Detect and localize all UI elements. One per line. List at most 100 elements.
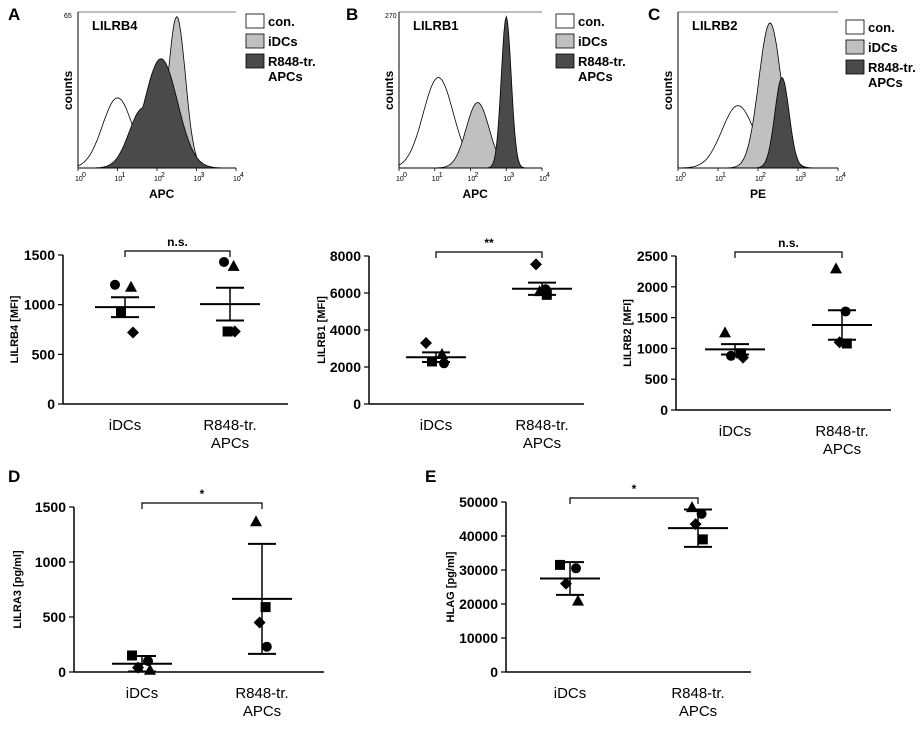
category-label: R848-tr. bbox=[203, 417, 256, 434]
hist-xtick-exp: 2 bbox=[475, 172, 479, 179]
y-tick-label: 2000 bbox=[637, 279, 668, 295]
legend-entry: APCs bbox=[268, 69, 303, 84]
legend-entry: R848-tr. bbox=[268, 54, 316, 69]
data-point-triangle bbox=[830, 262, 842, 274]
significance-bracket bbox=[124, 250, 231, 257]
hist-xtick-exp: 2 bbox=[762, 172, 766, 179]
data-point-square bbox=[555, 559, 565, 570]
legend-swatch bbox=[245, 13, 265, 29]
hist-xtick-base: 10 bbox=[154, 176, 162, 183]
category-label: iDCs bbox=[109, 417, 142, 434]
hist-xtick-exp: 4 bbox=[842, 172, 846, 179]
significance-label: * bbox=[632, 482, 637, 496]
data-point-diamond bbox=[530, 258, 542, 271]
data-point-diamond bbox=[127, 326, 139, 339]
hist-series-idcs bbox=[678, 22, 838, 169]
hist-xtick-base: 10 bbox=[115, 176, 123, 183]
hist-xlabel: APC bbox=[149, 187, 175, 201]
hist-xtick-base: 10 bbox=[503, 176, 511, 183]
category-label: R848-tr. bbox=[515, 417, 568, 434]
hist-xtick-base: 10 bbox=[396, 176, 404, 183]
data-point-circle bbox=[439, 358, 449, 369]
hist-ylabel: counts bbox=[61, 70, 75, 110]
hist-xtick-exp: 0 bbox=[682, 172, 686, 179]
y-tick-label: 6000 bbox=[330, 285, 361, 301]
legend-swatch bbox=[245, 53, 265, 69]
significance-label: n.s. bbox=[167, 235, 188, 249]
category-label: R848-tr. bbox=[671, 685, 724, 702]
category-label: APCs bbox=[823, 441, 861, 458]
hist-xtick-base: 10 bbox=[755, 176, 763, 183]
significance-bracket bbox=[435, 251, 543, 258]
category-label: iDCs bbox=[126, 685, 159, 702]
panel-label: C bbox=[648, 5, 660, 24]
hist-xtick-exp: 0 bbox=[403, 172, 407, 179]
y-tick-label: 1000 bbox=[637, 340, 668, 356]
legend-swatch bbox=[555, 53, 575, 69]
data-point-diamond bbox=[253, 616, 266, 629]
legend-entry: con. bbox=[578, 14, 605, 29]
hist-xtick-base: 10 bbox=[675, 176, 683, 183]
hist-xtick-exp: 1 bbox=[722, 172, 726, 179]
hist-ylabel: counts bbox=[382, 70, 396, 110]
y-tick-label: 0 bbox=[660, 402, 668, 418]
hist-xtick-exp: 1 bbox=[122, 172, 126, 179]
legend-entry: APCs bbox=[868, 75, 903, 90]
data-point-diamond bbox=[228, 325, 241, 338]
y-tick-label: 0 bbox=[490, 664, 498, 680]
hist-xtick-exp: 3 bbox=[201, 172, 205, 179]
panel-label: E bbox=[425, 467, 436, 486]
y-tick-label: 500 bbox=[43, 609, 67, 625]
hist-title: LILRB1 bbox=[413, 18, 459, 33]
data-point-circle bbox=[696, 508, 707, 519]
y-tick-label: 0 bbox=[47, 396, 55, 412]
hist-legend: con. iDCs R848-tr.APCs bbox=[245, 13, 316, 84]
histogram-panel-A: ALILRB465countsAPC100101102103104con.iDC… bbox=[8, 5, 316, 201]
significance-bracket bbox=[141, 502, 263, 509]
data-point-circle bbox=[726, 350, 736, 361]
hist-title: LILRB4 bbox=[92, 18, 138, 33]
data-point-diamond bbox=[420, 336, 432, 349]
hist-xtick-base: 10 bbox=[468, 176, 476, 183]
histogram-panel-B: BLILRB1270countsAPC100101102103104con.iD… bbox=[346, 5, 626, 201]
hist-xtick-exp: 4 bbox=[240, 172, 244, 179]
hist-ymax-label: 65 bbox=[64, 13, 72, 20]
hist-xtick-base: 10 bbox=[539, 176, 547, 183]
y-axis-label: LILRB2 [MFI] bbox=[622, 299, 634, 367]
category-label: R848-tr. bbox=[235, 685, 288, 702]
dotplot-panel-A-0: 0 500 1000 1500 LILRB4 [MFI] iDCs R848-tr.APCs… bbox=[9, 235, 288, 452]
category-label: iDCs bbox=[420, 417, 453, 434]
category-label: APCs bbox=[523, 435, 561, 452]
hist-xtick-exp: 3 bbox=[510, 172, 514, 179]
hist-xtick-exp: 3 bbox=[802, 172, 806, 179]
data-point-square bbox=[222, 326, 233, 337]
y-tick-label: 2000 bbox=[330, 359, 361, 375]
legend-entry: iDCs bbox=[868, 40, 898, 55]
dotplot-panel-C-2: 0 500 1000 1500 2000 2500 LILRB2 [MFI] iDCs R848… bbox=[622, 236, 891, 458]
category-label: iDCs bbox=[719, 423, 752, 440]
legend-entry: R848-tr. bbox=[868, 60, 916, 75]
hist-title: LILRB2 bbox=[692, 18, 738, 33]
y-tick-label: 1500 bbox=[24, 247, 55, 263]
data-point-square bbox=[697, 534, 708, 545]
hist-xtick-exp: 0 bbox=[82, 172, 86, 179]
significance-label: * bbox=[200, 487, 205, 501]
category-label: R848-tr. bbox=[815, 423, 868, 440]
data-point-circle bbox=[840, 306, 851, 317]
hist-xtick-exp: 1 bbox=[439, 172, 443, 179]
panel-label: B bbox=[346, 5, 358, 24]
y-axis-label: LILRB4 [MFI] bbox=[9, 295, 21, 363]
y-tick-label: 40000 bbox=[459, 528, 498, 544]
legend-swatch bbox=[555, 33, 575, 49]
legend-entry: iDCs bbox=[268, 34, 298, 49]
legend-entry: con. bbox=[268, 14, 295, 29]
hist-xlabel: APC bbox=[463, 187, 489, 201]
y-tick-label: 0 bbox=[353, 396, 361, 412]
data-point-diamond bbox=[560, 577, 572, 590]
hist-ymax-label: 270 bbox=[385, 13, 397, 20]
y-tick-label: 8000 bbox=[330, 248, 361, 264]
data-point-square bbox=[841, 338, 852, 349]
hist-xtick-base: 10 bbox=[75, 176, 83, 183]
y-tick-label: 2500 bbox=[637, 248, 668, 264]
